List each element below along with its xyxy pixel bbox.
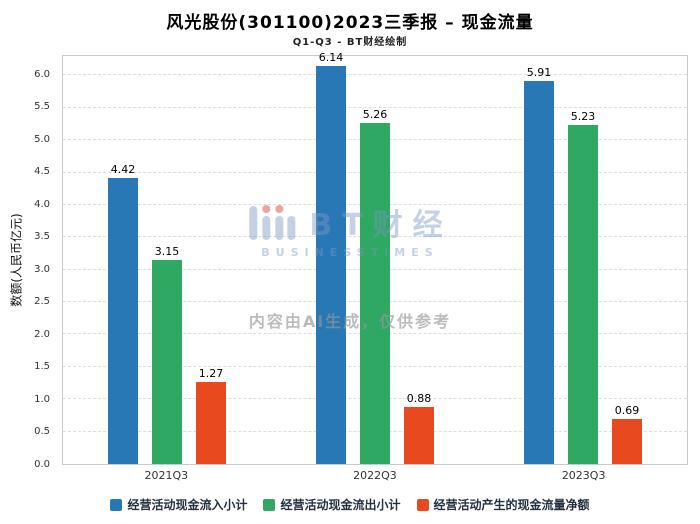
bar-wrap: 4.42 <box>107 56 138 464</box>
y-tick-label: 0.0 <box>34 459 50 470</box>
bar-value-label: 4.42 <box>110 162 136 176</box>
bar-series-2 <box>195 381 226 464</box>
legend-label: 经营活动现金流出小计 <box>280 498 401 512</box>
x-tick-label: 2022Q3 <box>353 469 397 482</box>
y-tick-label: 1.0 <box>34 393 50 405</box>
legend-swatch <box>110 498 123 511</box>
bar-wrap: 0.88 <box>403 56 434 464</box>
bar-wrap: 6.14 <box>315 52 346 464</box>
y-tick-label: 3.5 <box>34 231 50 243</box>
y-tick-label: 4.0 <box>34 198 50 210</box>
y-tick-label: 3.0 <box>34 263 50 275</box>
bar-series-1 <box>567 125 598 464</box>
gridline <box>63 106 687 108</box>
y-tick-label: 6.0 <box>34 68 50 80</box>
bar-value-label: 0.69 <box>614 404 640 418</box>
legend-item: 经营活动现金流入小计 <box>110 496 247 513</box>
bar-series-1 <box>151 260 182 464</box>
y-tick-label: 2.5 <box>34 296 50 308</box>
bar-wrap: 5.23 <box>567 56 598 464</box>
bar-value-label: 3.15 <box>154 244 180 258</box>
legend-label: 经营活动现金流入小计 <box>127 498 248 512</box>
bar-value-label: 5.26 <box>362 108 388 122</box>
bar-value-label: 0.88 <box>406 391 432 405</box>
y-tick-label: 0.5 <box>34 426 50 438</box>
bar-wrap: 5.26 <box>359 56 390 464</box>
chart-subtitle: Q1-Q3 - BT财经绘制 <box>292 37 408 48</box>
bar-value-label: 6.14 <box>318 51 344 65</box>
legend-swatch <box>263 498 276 511</box>
gridline <box>63 74 687 76</box>
legend: 经营活动现金流入小计 经营活动现金流出小计 经营活动产生的现金流量净额 <box>0 496 700 513</box>
bar-wrap: 0.69 <box>611 56 642 464</box>
y-axis-ticks: 0.0 0.5 1.0 1.5 2.0 2.5 3.0 3.5 4.0 4.5 5.0 5.5 6.0 <box>0 55 56 469</box>
bar-series-2 <box>403 407 434 464</box>
bar-value-label: 1.27 <box>198 366 224 380</box>
legend-label: 经营活动产生的现金流量净额 <box>433 498 590 512</box>
bar-series-2 <box>611 419 642 464</box>
plot-area: 4.42 3.15 1.27 6.14 5.26 0.88 5.91 5.23 0.69 <box>62 52 688 465</box>
bar-series-0 <box>523 81 554 464</box>
y-tick-label: 5.0 <box>34 133 50 145</box>
bar-wrap: 1.27 <box>195 56 226 464</box>
bar-value-label: 5.91 <box>526 66 552 80</box>
y-tick-label: 4.5 <box>34 166 50 178</box>
bar-wrap: 5.91 <box>523 56 554 464</box>
bar-wrap: 3.15 <box>151 56 182 464</box>
y-tick-label: 2.0 <box>34 328 50 340</box>
x-tick-label: 2023Q3 <box>561 469 606 482</box>
bar-series-0 <box>107 177 138 464</box>
x-axis-labels: 2021Q3 2022Q3 2023Q3 <box>62 469 688 482</box>
chart-title: 风光股份(301100)2023三季报 – 现金流量 <box>166 13 534 33</box>
x-tick-label: 2021Q3 <box>144 469 189 482</box>
y-tick-label: 1.5 <box>34 361 50 373</box>
bar-groups: 4.42 3.15 1.27 6.14 5.26 0.88 5.91 5.23 0.69 <box>63 52 687 464</box>
legend-item: 经营活动现金流出小计 <box>263 496 401 513</box>
bar-value-label: 5.23 <box>570 110 596 124</box>
bar-series-0 <box>315 66 346 464</box>
legend-swatch <box>416 498 429 511</box>
bar-group: 5.91 5.23 0.69 <box>479 56 687 464</box>
legend-item: 经营活动产生的现金流量净额 <box>416 496 590 513</box>
bar-group: 4.42 3.15 1.27 <box>63 56 271 464</box>
bar-series-1 <box>359 123 390 464</box>
bar-group: 6.14 5.26 0.88 <box>271 52 479 464</box>
y-tick-label: 5.5 <box>34 101 50 113</box>
